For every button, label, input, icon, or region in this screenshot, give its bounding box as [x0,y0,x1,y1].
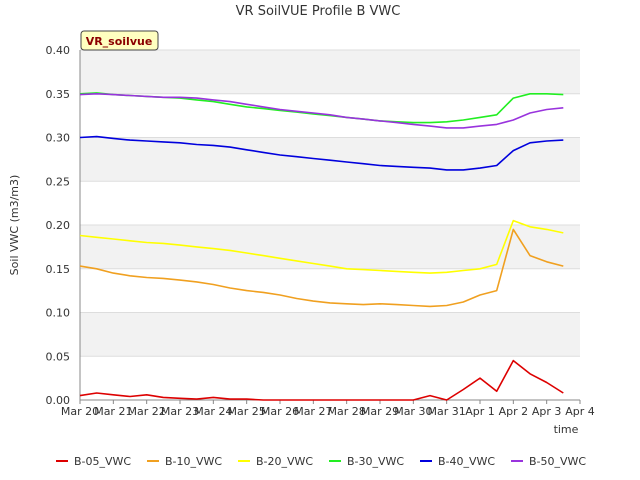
x-tick-label: Mar 31 [428,405,466,418]
legend-label: B-30_VWC [347,455,404,468]
badge-label: VR_soilvue [86,35,153,48]
x-tick-label: Mar 26 [261,405,299,418]
y-tick-label: 0.20 [46,219,71,232]
x-axis-label: time [554,423,579,436]
x-tick-label: Mar 28 [328,405,366,418]
grid-band [80,50,580,94]
y-tick-label: 0.05 [46,350,71,363]
y-tick-label: 0.25 [46,175,71,188]
chart-badge: VR_soilvue [80,30,159,51]
axes: 0.00 0.05 0.10 0.15 0.20 0.25 0.30 0.35 0.40 Mar … [46,44,595,418]
legend-label: B-10_VWC [165,455,222,468]
legend-label: B-40_VWC [438,455,495,468]
chart-title: VR SoilVUE Profile B VWC [236,4,401,19]
y-tick-label: 0.40 [46,44,71,57]
x-tick-label: Mar 22 [128,405,166,418]
y-tick-label: 0.35 [46,88,71,101]
series-line-b-20_vwc [79,219,564,274]
x-tick-label: Mar 25 [228,405,266,418]
x-tick-label: Apr 2 [499,405,529,418]
y-tick-label: 0.15 [46,263,71,276]
legend: B-05_VWC B-10_VWC B-20_VWC B-30_VWC B-40_VWC… [56,455,586,468]
series-line-b-10_vwc [79,228,564,308]
y-tick-label: 0.30 [46,132,71,145]
legend-label: B-05_VWC [74,455,131,468]
y-tick-label: 0.00 [46,394,71,407]
x-tick-label: Apr 3 [532,405,562,418]
x-tick-label: Mar 29 [361,405,399,418]
x-tick-label: Mar 27 [294,405,332,418]
x-tick-label: Apr 4 [565,405,595,418]
x-tick-label: Mar 20 [61,405,99,418]
x-tick-label: Mar 21 [94,405,132,418]
series-line-b-05_vwc [79,359,564,401]
x-tick-label: Mar 23 [161,405,199,418]
x-tick-label: Apr 1 [465,405,495,418]
grid-band [80,312,580,357]
x-tick-label: Mar 24 [194,405,232,418]
grid-band [80,225,580,269]
grid-band [80,137,580,182]
series-line-b-40_vwc [79,135,564,171]
x-tick-label: Mar 30 [394,405,432,418]
legend-label: B-50_VWC [529,455,586,468]
legend-label: B-20_VWC [256,455,313,468]
plot-area [80,49,580,401]
series-layer [79,92,564,401]
y-tick-label: 0.10 [46,307,71,320]
series-line-b-50_vwc [79,93,564,129]
y-axis-label: Soil VWC (m3/m3) [8,175,21,276]
